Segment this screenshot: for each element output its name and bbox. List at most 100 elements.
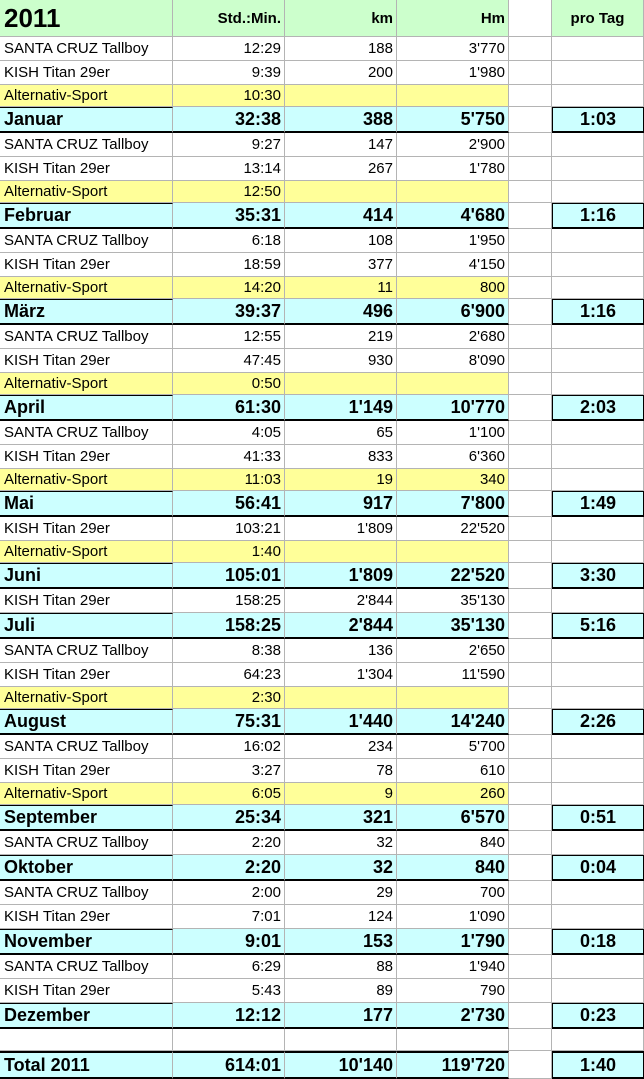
hm-cell[interactable]: 11'590 [397, 663, 509, 687]
km-cell[interactable]: 136 [285, 639, 397, 663]
spacer-cell[interactable] [509, 469, 552, 491]
time-cell[interactable]: 56:41 [173, 491, 285, 517]
per-day-cell[interactable]: 5:16 [552, 613, 644, 639]
km-cell[interactable]: 124 [285, 905, 397, 929]
spacer-cell[interactable] [509, 979, 552, 1003]
row-label[interactable]: Juni [0, 563, 173, 589]
hm-cell[interactable]: 340 [397, 469, 509, 491]
per-day-cell[interactable]: 0:23 [552, 1003, 644, 1029]
hm-cell[interactable]: 35'130 [397, 613, 509, 639]
time-cell[interactable]: 8:38 [173, 639, 285, 663]
km-cell[interactable]: 1'304 [285, 663, 397, 687]
km-cell[interactable] [285, 1029, 397, 1051]
spacer-cell[interactable] [509, 181, 552, 203]
per-day-cell[interactable] [552, 979, 644, 1003]
spacer-cell[interactable] [509, 663, 552, 687]
hm-cell[interactable]: 22'520 [397, 563, 509, 589]
row-label[interactable]: KISH Titan 29er [0, 517, 173, 541]
row-label[interactable]: SANTA CRUZ Tallboy [0, 421, 173, 445]
hm-cell[interactable]: 14'240 [397, 709, 509, 735]
time-cell[interactable]: 2:20 [173, 831, 285, 855]
km-cell[interactable]: 108 [285, 229, 397, 253]
spacer-cell[interactable] [509, 735, 552, 759]
spacer-cell[interactable] [509, 157, 552, 181]
spacer-cell[interactable] [509, 855, 552, 881]
km-cell[interactable]: 2'844 [285, 613, 397, 639]
km-cell[interactable]: 32 [285, 855, 397, 881]
hm-cell[interactable]: 700 [397, 881, 509, 905]
km-cell[interactable]: 200 [285, 61, 397, 85]
time-cell[interactable]: 6:29 [173, 955, 285, 979]
row-label[interactable]: SANTA CRUZ Tallboy [0, 133, 173, 157]
hm-cell[interactable]: 7'800 [397, 491, 509, 517]
per-day-cell[interactable] [552, 735, 644, 759]
row-label[interactable]: SANTA CRUZ Tallboy [0, 229, 173, 253]
row-label[interactable]: KISH Titan 29er [0, 905, 173, 929]
hm-cell[interactable]: 22'520 [397, 517, 509, 541]
time-cell[interactable]: 158:25 [173, 613, 285, 639]
row-label[interactable]: Alternativ-Sport [0, 181, 173, 203]
hm-cell[interactable] [397, 687, 509, 709]
per-day-cell[interactable] [552, 955, 644, 979]
per-day-cell[interactable]: 0:51 [552, 805, 644, 831]
time-cell[interactable]: 1:40 [173, 541, 285, 563]
per-day-cell[interactable] [552, 541, 644, 563]
per-day-cell[interactable]: 1:16 [552, 203, 644, 229]
hm-cell[interactable]: 260 [397, 783, 509, 805]
per-day-cell[interactable]: 1:03 [552, 107, 644, 133]
header-hm[interactable]: Hm [397, 0, 509, 37]
time-cell[interactable]: 7:01 [173, 905, 285, 929]
row-label[interactable]: Total 2011 [0, 1051, 173, 1079]
per-day-cell[interactable]: 2:03 [552, 395, 644, 421]
spacer-cell[interactable] [509, 541, 552, 563]
hm-cell[interactable]: 840 [397, 855, 509, 881]
row-label[interactable] [0, 1029, 173, 1051]
spacer-cell[interactable] [509, 395, 552, 421]
km-cell[interactable] [285, 541, 397, 563]
per-day-cell[interactable] [552, 421, 644, 445]
hm-cell[interactable] [397, 181, 509, 203]
row-label[interactable]: SANTA CRUZ Tallboy [0, 639, 173, 663]
spacer-cell[interactable] [509, 203, 552, 229]
km-cell[interactable]: 29 [285, 881, 397, 905]
km-cell[interactable]: 917 [285, 491, 397, 517]
time-cell[interactable]: 5:43 [173, 979, 285, 1003]
time-cell[interactable]: 0:50 [173, 373, 285, 395]
row-label[interactable]: KISH Titan 29er [0, 157, 173, 181]
per-day-cell[interactable] [552, 325, 644, 349]
hm-cell[interactable]: 840 [397, 831, 509, 855]
year-title[interactable]: 2011 [0, 0, 173, 37]
spacer-cell[interactable] [509, 759, 552, 783]
km-cell[interactable]: 78 [285, 759, 397, 783]
hm-cell[interactable] [397, 373, 509, 395]
spacer-cell[interactable] [509, 61, 552, 85]
row-label[interactable]: KISH Titan 29er [0, 979, 173, 1003]
spacer-cell[interactable] [509, 277, 552, 299]
header-per-day[interactable]: pro Tag [552, 0, 644, 37]
row-label[interactable]: April [0, 395, 173, 421]
per-day-cell[interactable] [552, 133, 644, 157]
per-day-cell[interactable]: 1:16 [552, 299, 644, 325]
per-day-cell[interactable] [552, 517, 644, 541]
per-day-cell[interactable] [552, 589, 644, 613]
row-label[interactable]: KISH Titan 29er [0, 445, 173, 469]
hm-cell[interactable]: 4'150 [397, 253, 509, 277]
time-cell[interactable]: 2:00 [173, 881, 285, 905]
per-day-cell[interactable] [552, 253, 644, 277]
per-day-cell[interactable] [552, 349, 644, 373]
per-day-cell[interactable] [552, 881, 644, 905]
spacer-cell[interactable] [509, 613, 552, 639]
km-cell[interactable]: 267 [285, 157, 397, 181]
time-cell[interactable]: 11:03 [173, 469, 285, 491]
time-cell[interactable]: 9:39 [173, 61, 285, 85]
row-label[interactable]: Dezember [0, 1003, 173, 1029]
time-cell[interactable]: 12:12 [173, 1003, 285, 1029]
row-label[interactable]: KISH Titan 29er [0, 349, 173, 373]
hm-cell[interactable]: 1'940 [397, 955, 509, 979]
spacer-cell[interactable] [509, 229, 552, 253]
hm-cell[interactable] [397, 1029, 509, 1051]
spacer-cell[interactable] [509, 1051, 552, 1079]
time-cell[interactable]: 13:14 [173, 157, 285, 181]
spacer-cell[interactable] [509, 955, 552, 979]
per-day-cell[interactable] [552, 85, 644, 107]
